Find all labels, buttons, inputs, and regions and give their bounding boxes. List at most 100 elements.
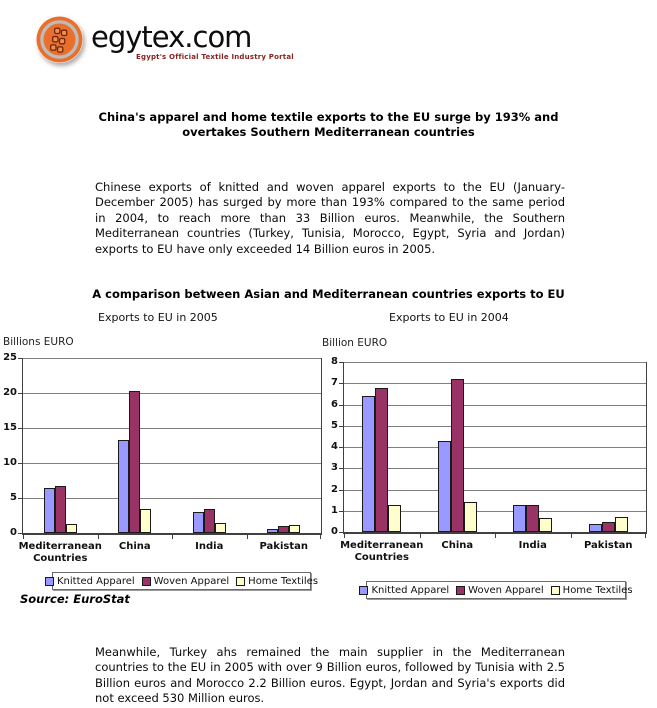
legend-marker-home-textiles (550, 585, 560, 595)
bar-woven-apparel (54, 486, 66, 533)
legend-item: Woven Apparel (456, 585, 544, 596)
legend-item: Woven Apparel (141, 575, 230, 587)
bar-home-textiles (614, 517, 628, 532)
gridline (23, 463, 321, 464)
y-axis-tick (18, 533, 22, 534)
category-label: India (195, 541, 224, 552)
y-axis-tick (339, 383, 343, 385)
legend: Knitted Apparel Woven Apparel Home Textile… (44, 572, 318, 590)
y-tick-label: 25 (3, 352, 17, 363)
legend-marker-home-textiles (236, 576, 246, 586)
chart-title-2004: Exports to EU in 2004 (389, 311, 509, 324)
bar-home-textiles (214, 522, 226, 533)
x-axis-tick (419, 534, 421, 538)
bar-home-textiles (388, 505, 402, 532)
y-axis-tick (339, 532, 343, 533)
legend-marker-knitted-apparel (359, 585, 369, 595)
article-headline: China's apparel and home textile exports… (0, 110, 657, 140)
y-axis-tick (339, 362, 343, 363)
category-label: Pakistan (259, 541, 309, 552)
x-axis-tick (172, 535, 173, 539)
egytex-logo[interactable]: egytex.com Egypt's Official Textile Indu… (36, 16, 294, 68)
y-tick-label: 6 (331, 398, 338, 410)
bar-home-textiles (539, 518, 553, 532)
headline-line-1: China's apparel and home textile exports… (98, 110, 559, 124)
bar-knitted-apparel (437, 440, 451, 532)
legend-marker-woven-apparel (456, 585, 466, 595)
y-axis-tick (18, 463, 22, 464)
x-axis-tick (495, 534, 496, 538)
y-axis-tick (339, 468, 343, 470)
y-tick-label: 4 (331, 441, 338, 452)
y-tick-label: 5 (331, 419, 338, 431)
y-tick-label: 10 (3, 457, 17, 468)
x-axis-tick (344, 534, 345, 538)
closing-paragraph: Meanwhile, Turkey ahs remained the main … (95, 645, 565, 706)
gridline (344, 362, 646, 363)
bar-knitted-apparel (513, 505, 527, 532)
x-axis-tick (645, 534, 646, 538)
category-label: Mediterranean Countries (18, 541, 102, 564)
y-axis-label-2004: Billion EURO (322, 337, 388, 349)
y-axis-tick (18, 428, 22, 429)
bar-knitted-apparel (118, 439, 130, 533)
headline-line-2: overtakes Southern Mediterranean countri… (182, 125, 475, 139)
legend-item: Home Textiles (236, 576, 318, 587)
category-label: India (518, 540, 547, 551)
legend-label: Woven Apparel (153, 575, 230, 587)
legend-label: Knitted Apparel (371, 584, 450, 596)
category-label: China (118, 541, 151, 552)
chart-title-2005: Exports to EU in 2005 (98, 311, 218, 324)
legend-label: Knitted Apparel (56, 575, 135, 587)
category-label: Mediterranean Countries (340, 540, 424, 563)
source-note: Source: EuroStat (20, 592, 130, 606)
chart-exports-2004: 0 1 2 3 4 5 6 7 8 Mediterranean Countries China Ind… (331, 356, 647, 599)
y-axis-tick (18, 393, 22, 394)
legend: Knitted Apparel Woven Apparel Home Textile… (359, 581, 633, 599)
bar-knitted-apparel (362, 396, 376, 532)
gridline (344, 489, 646, 491)
y-tick-label: 3 (331, 462, 338, 474)
bar-woven-apparel (526, 505, 540, 532)
gridline (23, 498, 321, 499)
bar-knitted-apparel (192, 512, 204, 533)
bar-woven-apparel (450, 379, 464, 532)
logo-wordmark: egytex.com (91, 20, 252, 54)
bar-home-textiles (463, 502, 477, 532)
y-axis-tick (339, 510, 343, 512)
y-tick-label: 15 (3, 422, 17, 433)
x-axis-tick (570, 534, 572, 538)
legend-item: Knitted Apparel (44, 575, 135, 587)
y-tick-label: 1 (331, 504, 338, 516)
gridline (344, 425, 646, 427)
x-axis-tick (246, 535, 248, 539)
category-label: Pakistan (584, 540, 633, 551)
bar-knitted-apparel (267, 528, 279, 533)
y-tick-label: 20 (3, 387, 17, 398)
y-axis-tick (339, 489, 343, 491)
y-tick-label: 5 (10, 492, 17, 503)
gridline (23, 358, 321, 359)
y-tick-label: 0 (331, 526, 338, 537)
bar-home-textiles (140, 508, 152, 533)
bar-woven-apparel (278, 526, 290, 533)
bar-woven-apparel (203, 508, 215, 533)
bar-knitted-apparel (43, 487, 55, 533)
gridline (23, 393, 321, 394)
y-tick-label: 2 (331, 483, 338, 495)
chart-exports-2005: 0 5 10 15 20 25 Mediterranean Countries China In… (3, 352, 322, 590)
gridline (344, 404, 646, 406)
intro-paragraph: Chinese exports of knitted and woven app… (95, 180, 565, 256)
bar-woven-apparel (601, 522, 615, 532)
category-label: China (441, 540, 474, 551)
chart-section-title: A comparison between Asian and Mediterra… (92, 287, 565, 301)
y-tick-label: 8 (331, 356, 338, 367)
x-axis-tick (97, 535, 99, 539)
y-axis-tick (18, 358, 22, 359)
legend-marker-woven-apparel (141, 576, 151, 586)
y-tick-label: 0 (10, 527, 17, 538)
bar-woven-apparel (375, 387, 389, 532)
y-axis-tick (339, 447, 343, 448)
gridline (344, 447, 646, 448)
